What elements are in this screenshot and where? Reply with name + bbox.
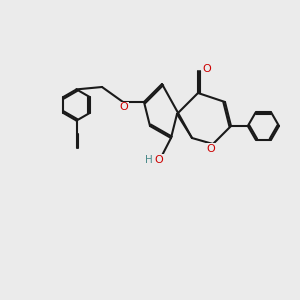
Text: O: O xyxy=(206,143,215,154)
Text: O: O xyxy=(202,64,211,74)
Text: H: H xyxy=(145,155,152,165)
Text: O: O xyxy=(154,155,164,165)
Text: O: O xyxy=(119,102,128,112)
